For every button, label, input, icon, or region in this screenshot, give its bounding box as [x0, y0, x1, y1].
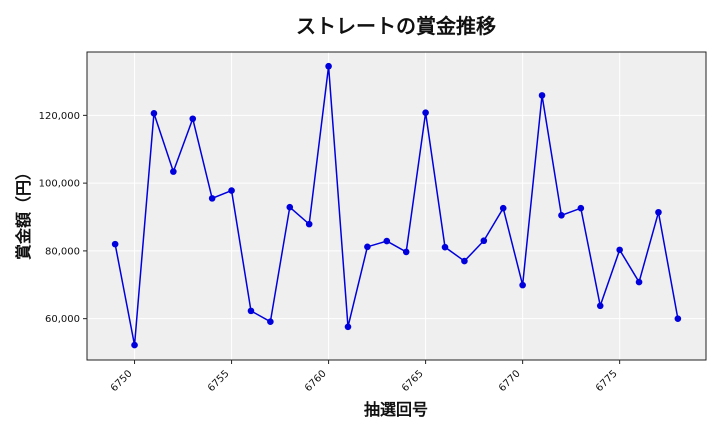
x-tick-label: 6765 — [400, 368, 426, 394]
data-point — [538, 92, 546, 99]
data-point — [441, 243, 449, 251]
plot-frame — [86, 51, 707, 361]
y-tick-label: 120,000 — [39, 111, 80, 122]
data-point — [577, 204, 585, 212]
data-point — [150, 110, 158, 117]
data-point — [480, 237, 488, 245]
x-axis-label: 抽選回号 — [363, 400, 429, 419]
data-point — [208, 195, 216, 202]
data-point — [635, 278, 643, 286]
data-point — [461, 257, 468, 265]
data-point — [286, 203, 294, 211]
data-point — [170, 168, 177, 175]
series-line — [114, 66, 679, 346]
data-point — [422, 109, 429, 116]
x-tick-label: 6755 — [206, 368, 232, 394]
x-tick-label: 6770 — [497, 368, 523, 394]
data-point — [111, 240, 119, 248]
data-point — [616, 246, 623, 254]
data-point — [655, 208, 662, 216]
data-point — [383, 237, 391, 245]
x-tick-label: 6760 — [303, 368, 329, 394]
data-point — [305, 220, 313, 228]
data-point — [364, 243, 371, 251]
y-tick-label: 80,000 — [45, 246, 80, 257]
data-point — [325, 62, 332, 70]
y-tick-label: 100,000 — [39, 179, 80, 190]
data-point — [131, 341, 138, 349]
y-tick-label: 60,000 — [45, 314, 80, 325]
x-tick-label: 6775 — [594, 368, 620, 394]
data-point — [344, 323, 352, 331]
data-point — [402, 248, 410, 256]
data-point — [596, 302, 604, 310]
data-point — [519, 281, 526, 289]
data-point — [499, 204, 507, 212]
data-point — [267, 318, 274, 326]
data-point — [189, 115, 197, 123]
x-tick-label: 6750 — [109, 368, 135, 394]
data-point — [674, 315, 682, 322]
data-point — [228, 187, 235, 194]
data-point — [558, 212, 565, 219]
chart-title: ストレートの賞金推移 — [296, 14, 496, 38]
plot-background — [87, 52, 706, 360]
data-point — [247, 307, 255, 315]
y-axis-label: 賞金額（円） — [14, 163, 33, 261]
